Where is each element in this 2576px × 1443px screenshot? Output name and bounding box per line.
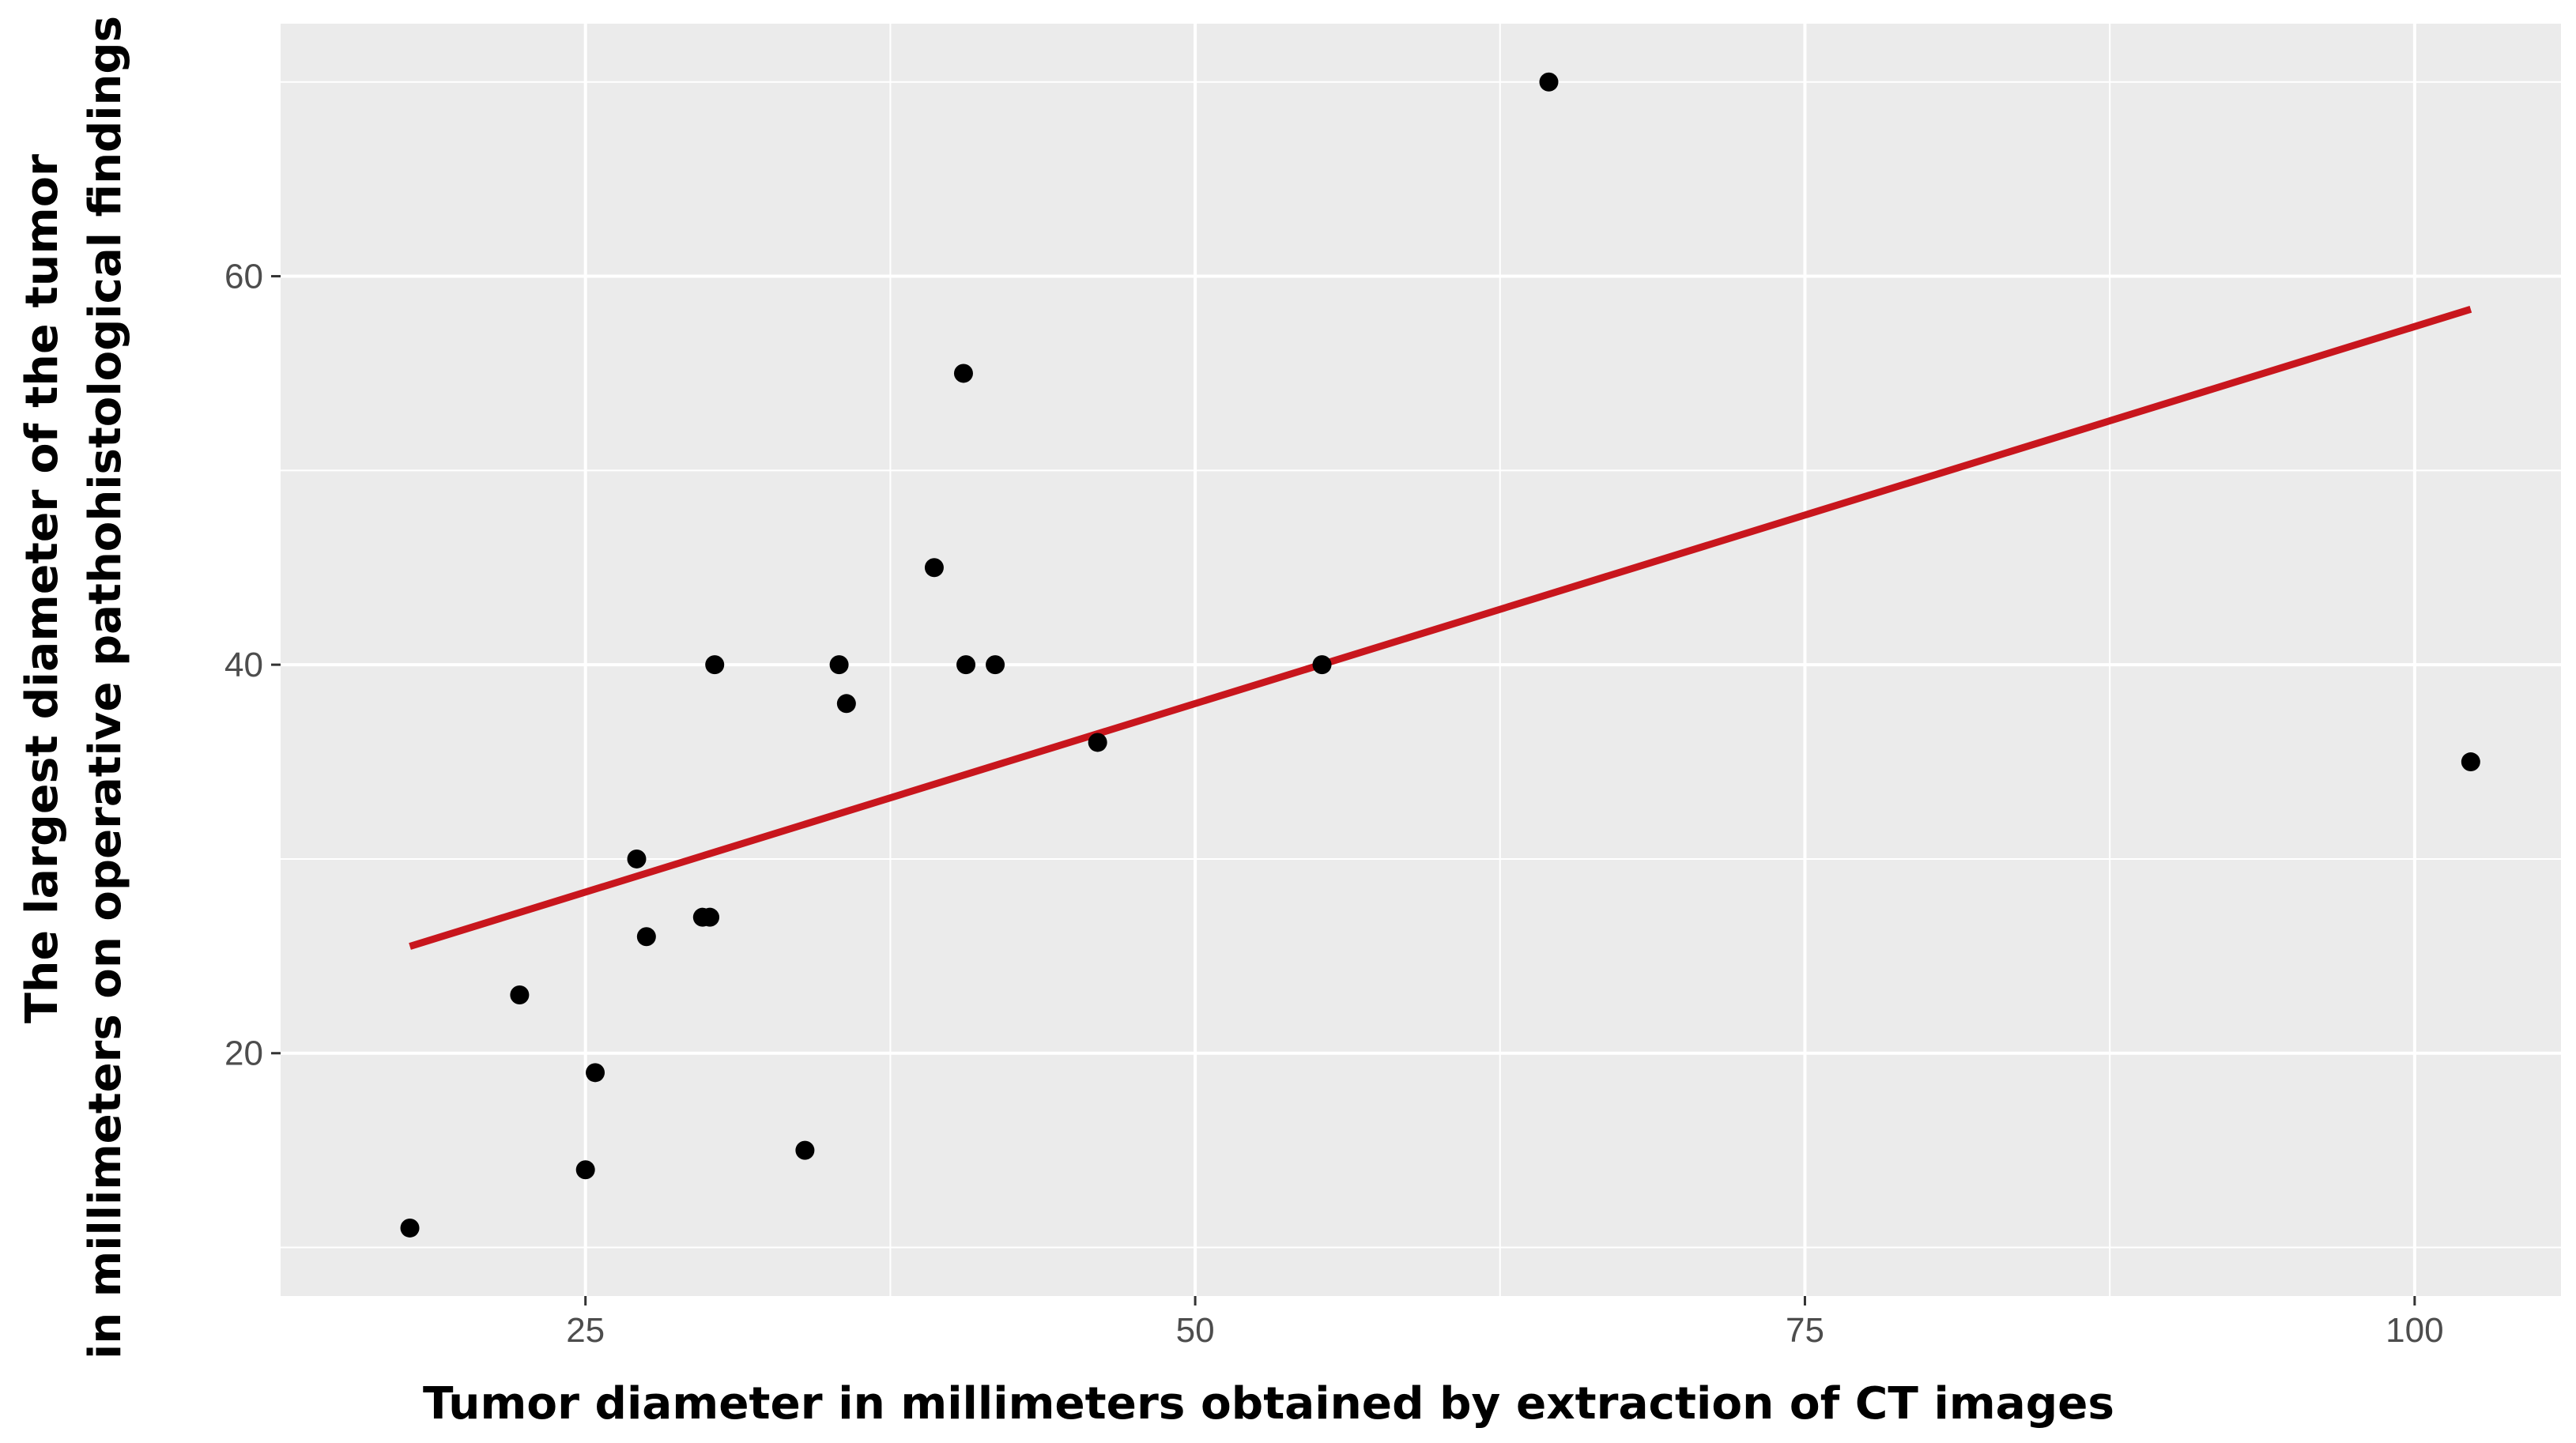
data-point bbox=[829, 655, 849, 675]
data-point bbox=[924, 558, 944, 578]
y-axis-title-line-1: The largest diameter of the tumor bbox=[17, 154, 68, 1023]
x-axis-title: Tumor diameter in millimeters obtained b… bbox=[423, 1378, 2114, 1430]
data-points bbox=[400, 72, 2480, 1238]
fit-line-layer bbox=[409, 306, 2472, 950]
data-point bbox=[956, 655, 976, 675]
data-point bbox=[986, 655, 1005, 675]
y-tick-label: 40 bbox=[224, 646, 263, 684]
data-point bbox=[636, 927, 656, 947]
data-point bbox=[700, 907, 720, 927]
data-point bbox=[1312, 655, 1332, 675]
grid-minor-lines bbox=[281, 24, 2561, 1296]
y-axis-title-line-2: in millimeters on operative pathohistolo… bbox=[80, 16, 131, 1359]
data-point bbox=[953, 364, 973, 383]
data-point bbox=[510, 985, 530, 1005]
data-point bbox=[1539, 72, 1559, 92]
data-point bbox=[586, 1063, 605, 1083]
y-tick-label: 20 bbox=[224, 1034, 263, 1073]
y-axis-ticks: 20 40 60 bbox=[224, 258, 281, 1073]
x-axis-ticks: 25 50 75 100 bbox=[566, 1296, 2444, 1350]
regression-line bbox=[409, 306, 2472, 950]
data-point bbox=[400, 1218, 420, 1238]
x-tick-label: 100 bbox=[2386, 1311, 2443, 1350]
data-point bbox=[836, 694, 856, 714]
x-tick-label: 50 bbox=[1176, 1311, 1215, 1350]
data-point bbox=[627, 849, 647, 868]
data-point bbox=[1088, 733, 1107, 752]
data-point bbox=[705, 655, 725, 675]
grid-major-lines bbox=[281, 24, 2561, 1296]
plot-panel bbox=[281, 24, 2561, 1296]
x-tick-label: 75 bbox=[1786, 1311, 1824, 1350]
x-tick-label: 25 bbox=[566, 1311, 605, 1350]
y-tick-label: 60 bbox=[224, 258, 263, 296]
data-point bbox=[795, 1140, 815, 1160]
data-point bbox=[2461, 752, 2480, 772]
data-point bbox=[575, 1160, 595, 1180]
